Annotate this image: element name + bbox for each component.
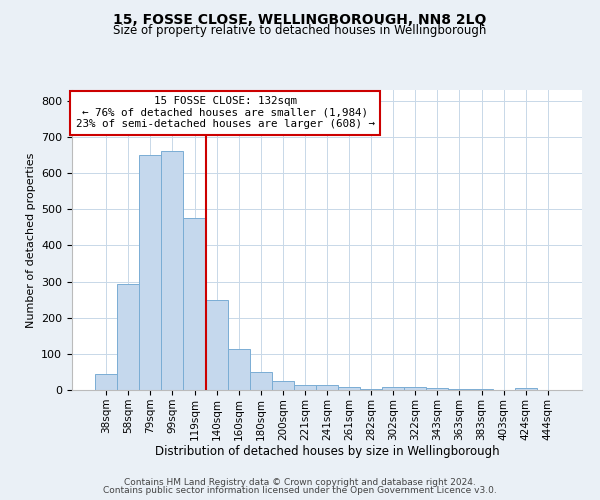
Bar bbox=[139, 154, 161, 390]
Bar bbox=[316, 385, 338, 390]
Bar bbox=[272, 381, 294, 390]
Bar bbox=[448, 389, 470, 390]
Text: Contains HM Land Registry data © Crown copyright and database right 2024.: Contains HM Land Registry data © Crown c… bbox=[124, 478, 476, 487]
Bar bbox=[184, 218, 206, 390]
Text: 15 FOSSE CLOSE: 132sqm
← 76% of detached houses are smaller (1,984)
23% of semi-: 15 FOSSE CLOSE: 132sqm ← 76% of detached… bbox=[76, 96, 374, 129]
Bar bbox=[227, 349, 250, 390]
Text: Contains public sector information licensed under the Open Government Licence v3: Contains public sector information licen… bbox=[103, 486, 497, 495]
Bar bbox=[427, 388, 448, 390]
Bar bbox=[515, 388, 537, 390]
Bar bbox=[161, 152, 184, 390]
Bar bbox=[95, 374, 117, 390]
X-axis label: Distribution of detached houses by size in Wellingborough: Distribution of detached houses by size … bbox=[155, 446, 499, 458]
Bar bbox=[117, 284, 139, 390]
Bar bbox=[294, 385, 316, 390]
Bar bbox=[404, 387, 427, 390]
Y-axis label: Number of detached properties: Number of detached properties bbox=[26, 152, 35, 328]
Text: Size of property relative to detached houses in Wellingborough: Size of property relative to detached ho… bbox=[113, 24, 487, 37]
Bar bbox=[382, 387, 404, 390]
Bar bbox=[206, 300, 227, 390]
Bar bbox=[250, 372, 272, 390]
Text: 15, FOSSE CLOSE, WELLINGBOROUGH, NN8 2LQ: 15, FOSSE CLOSE, WELLINGBOROUGH, NN8 2LQ bbox=[113, 12, 487, 26]
Bar bbox=[470, 389, 493, 390]
Bar bbox=[338, 387, 360, 390]
